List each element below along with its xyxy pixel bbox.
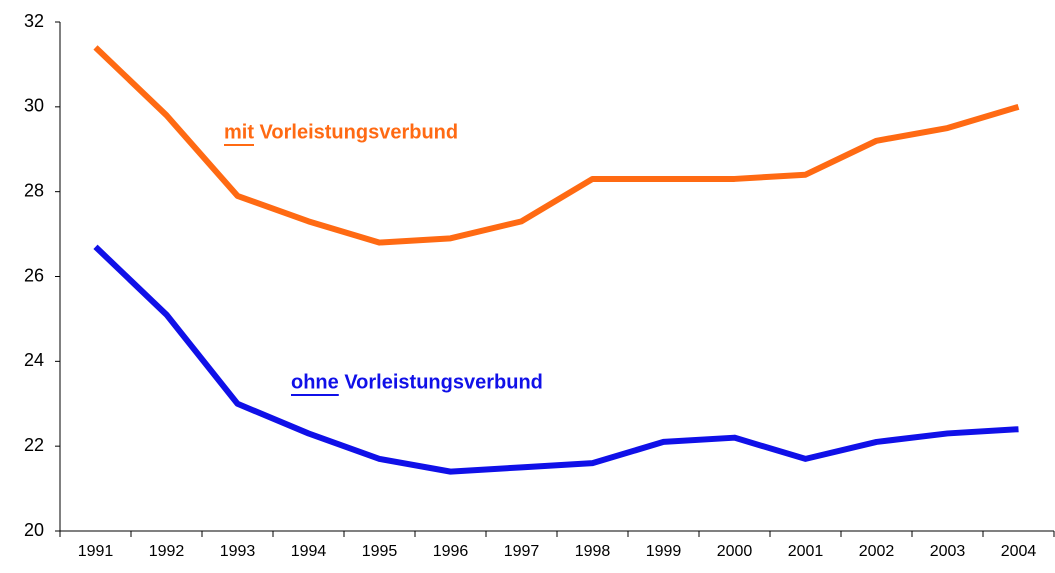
y-tick-label: 20 [24, 520, 44, 540]
x-tick-label: 1991 [78, 543, 114, 560]
x-tick-label: 1995 [362, 543, 398, 560]
x-tick-label: 1999 [646, 543, 682, 560]
y-tick-label: 28 [24, 180, 44, 200]
x-tick-label: 2004 [1001, 543, 1037, 560]
y-tick-label: 32 [24, 11, 44, 31]
series-label: ohne Vorleistungsverbund [291, 371, 543, 393]
x-tick-label: 1997 [504, 543, 540, 560]
line-series [93, 45, 1020, 246]
x-tick-label: 1994 [291, 543, 327, 560]
x-tick-label: 1992 [149, 543, 185, 560]
x-tick-label: 2000 [717, 543, 753, 560]
x-tick-label: 1998 [575, 543, 611, 560]
y-tick-label: 24 [24, 350, 44, 370]
y-tick-label: 26 [24, 265, 44, 285]
x-tick-label: 2003 [930, 543, 966, 560]
line-series [93, 244, 1019, 475]
x-tick-label: 1996 [433, 543, 469, 560]
y-tick-label: 22 [24, 435, 44, 455]
x-tick-label: 2002 [859, 543, 895, 560]
y-tick-label: 30 [24, 96, 44, 116]
x-tick-label: 2001 [788, 543, 824, 560]
series-label: mit Vorleistungsverbund [224, 121, 458, 143]
x-tick-label: 1993 [220, 543, 256, 560]
